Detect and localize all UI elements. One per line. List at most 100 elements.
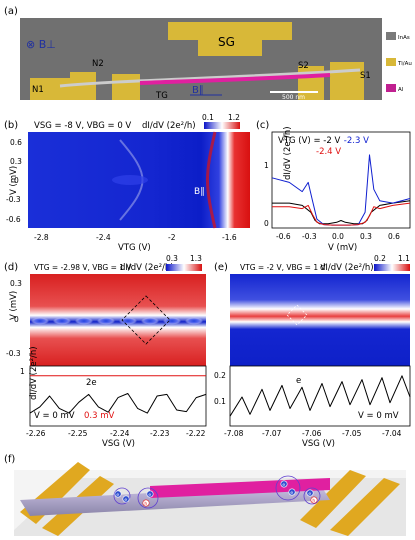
panel-f-gate-4	[330, 478, 400, 536]
field-perp-label: ⊗ B⊥	[26, 38, 56, 51]
panel-d-cbar-min: 0.3	[166, 254, 178, 263]
panel-d-zbp-blob	[119, 317, 137, 325]
panel-b-label: (b)	[4, 120, 18, 131]
panel-e-ytick-1: 0.1	[214, 397, 226, 406]
panel-c-title-text: VTG (V) =	[278, 136, 323, 146]
al-shell	[139, 73, 331, 85]
panel-c-ylabel: dI/dV (2e²/h)	[283, 126, 293, 180]
panel-e-label: (e)	[214, 262, 228, 273]
panel-d-cbar-label: dI/dV (2e²/h)	[120, 263, 174, 273]
panel-c-xtick-3: 0.3	[360, 232, 372, 241]
panel-e-xlabel: VSG (V)	[302, 439, 335, 449]
panel-e-cbar-min: 0.2	[374, 254, 386, 263]
panel-f-particle-electron	[280, 480, 288, 488]
gate-s1	[330, 62, 364, 100]
panel-d-zbp-blob	[31, 317, 49, 325]
panel-b-cbar-label: dI/dV (2e²/h)	[142, 121, 196, 131]
panel-e-legend-black: V = 0 mV	[358, 411, 399, 421]
panel-d-zbp-blob	[53, 317, 71, 325]
panel-f-particle-label: e	[116, 493, 119, 498]
panel-f-particle-electron	[146, 490, 154, 498]
gate-n1	[30, 78, 70, 100]
panel-c-xtick-1: -0.3	[302, 232, 317, 241]
panel-d-zbp-blob	[163, 317, 181, 325]
panel-e-map	[230, 274, 410, 366]
panel-f-particle-electron	[288, 488, 296, 496]
panel-f-particle-hole	[310, 496, 318, 504]
gate-tg	[112, 74, 140, 100]
panel-e-xtick-4: -7.04	[382, 429, 402, 438]
panel-b-red-edge	[206, 131, 217, 229]
panel-f-particle-label: e	[124, 498, 127, 503]
legend-al: Al	[398, 87, 404, 93]
legend-inas-swatch	[386, 32, 396, 40]
panel-c-xlabel: V (mV)	[328, 243, 357, 253]
panel-b-ytick-1: 0.3	[10, 157, 22, 166]
panel-d-zbp-blob	[185, 317, 203, 325]
panel-e-cbar-max: 1.1	[398, 254, 410, 263]
panel-d-xtick-2: -2.24	[110, 429, 130, 438]
d-lines-series-0	[29, 393, 207, 414]
panel-b-ytick-0: 0.6	[10, 138, 22, 147]
panel-f-particle-electron	[114, 490, 122, 498]
panel-b-xtick-2: -2	[168, 233, 176, 242]
c-plot-series-0	[272, 200, 411, 225]
panel-d-ytick-bot: 1	[20, 367, 25, 376]
panel-d-label: (d)	[4, 262, 18, 273]
panel-f-particle-label: e	[282, 483, 285, 488]
scalebar-label: 500 nm	[282, 94, 305, 101]
panel-d-ytick-2: -0.3	[6, 349, 21, 358]
panel-d-period: 2e	[86, 378, 97, 388]
panel-b-bpar-marker: B∥	[194, 187, 205, 197]
panel-e-cbar-label: dI/dV (2e²/h)	[320, 263, 374, 273]
panel-f-particle-label: e	[290, 491, 293, 496]
panel-d-zbp-blob	[141, 317, 159, 325]
panel-b-xtick-1: -2.4	[96, 233, 111, 242]
gate-n1-label: N1	[32, 85, 44, 95]
panel-b-xtick-3: -1.6	[222, 233, 237, 242]
b-par-label: B∥	[192, 85, 204, 96]
panel-c-xtick-0: -0.6	[276, 232, 291, 241]
e-lines-series-0	[229, 375, 411, 417]
panel-f-particle-label: h	[144, 501, 147, 507]
panel-b-title: VSG = -8 V, VBG = 0 V	[34, 121, 131, 131]
panel-f-particle-label: h	[312, 498, 315, 504]
panel-d-ylabel-bot: dI/dV (2e²/h)	[29, 346, 39, 400]
panel-d-linecut-frame	[29, 365, 207, 427]
panel-e-ytick-0: 0.2	[214, 371, 226, 380]
panel-d-xtick-3: -2.23	[150, 429, 170, 438]
scalebar	[270, 91, 318, 93]
panel-e-title: VTG = -2 V, VBG = 1 V	[240, 263, 327, 272]
gate-sg-label: SG	[218, 35, 235, 49]
legend-tiau-swatch	[386, 58, 396, 66]
panel-d-colorbar	[166, 264, 202, 271]
panel-b-colorbar	[204, 122, 240, 129]
panel-c-title: VTG (V) = -2 V -2.3 V	[278, 136, 369, 146]
panel-d-linecut	[29, 375, 207, 414]
panel-d-xlabel: VSG (V)	[102, 439, 135, 449]
panel-f-ring-2	[137, 487, 159, 509]
legend-tiau: Ti/Au	[397, 61, 412, 67]
panel-c-frame	[271, 131, 411, 229]
panel-f-label: (f)	[4, 454, 15, 465]
legend-inas: InAs	[398, 35, 410, 41]
c-plot-series-2	[272, 202, 411, 226]
panel-d-legend-black: V = 0 mV	[34, 411, 75, 421]
panel-e-diamond	[286, 304, 308, 326]
panel-c-plot	[271, 154, 411, 226]
panel-e-xtick-0: -7.08	[224, 429, 244, 438]
panel-d-diamond	[121, 295, 171, 345]
nanowire	[59, 68, 361, 88]
panel-e-xtick-3: -7.05	[342, 429, 362, 438]
gate-s2-label: S2	[298, 61, 309, 71]
panel-b-xtick-0: -2.8	[34, 233, 49, 242]
panel-c-legend-blue: -2.3 V	[344, 136, 369, 146]
panel-b-zbp	[112, 175, 148, 185]
gate-n2-label: N2	[92, 59, 104, 69]
panel-c-xtick-4: 0.6	[388, 232, 400, 241]
panel-c-legend-black: -2 V	[323, 136, 340, 146]
panel-a-label: (a)	[4, 6, 18, 17]
panel-c-ytick-1: 1	[264, 161, 269, 170]
